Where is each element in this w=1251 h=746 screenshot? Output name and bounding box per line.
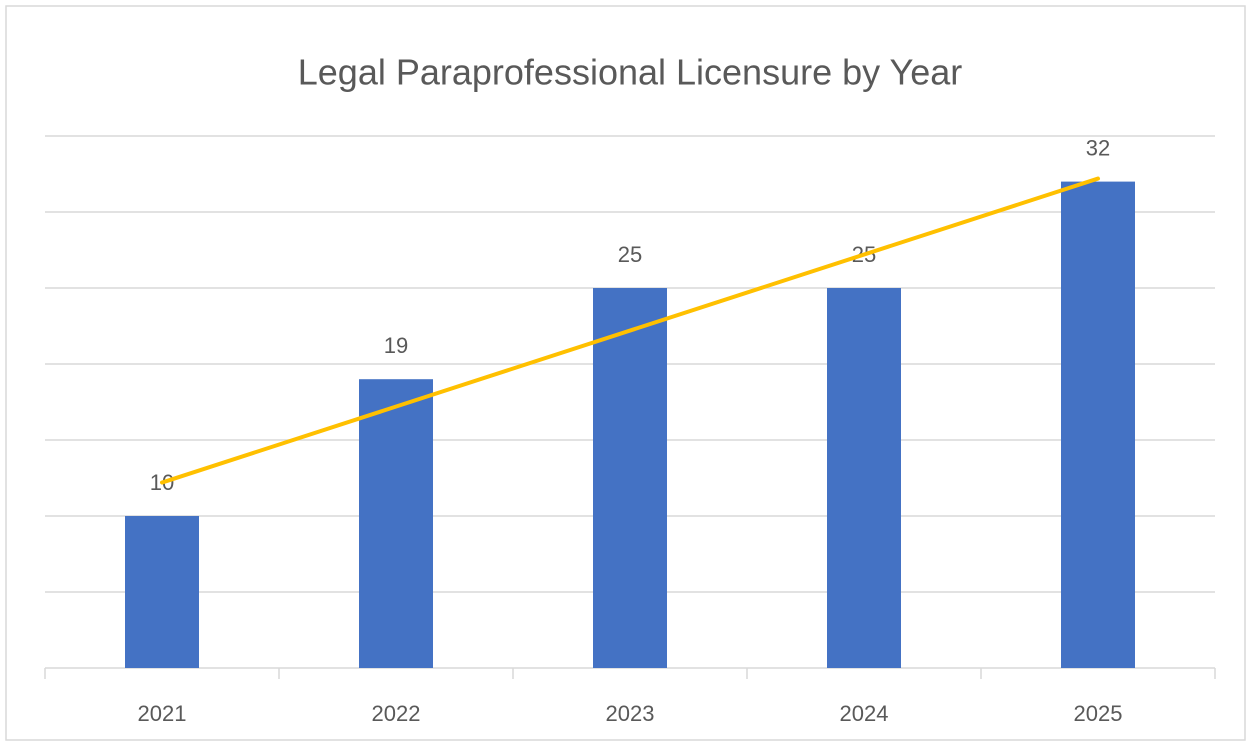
x-tick-label: 2022 [372, 701, 421, 726]
bar [359, 379, 433, 668]
bar [827, 288, 901, 668]
bar [593, 288, 667, 668]
data-label: 25 [618, 242, 642, 267]
trendline [160, 176, 1100, 485]
bar [125, 516, 199, 668]
x-tick-label: 2023 [606, 701, 655, 726]
x-tick-label: 2025 [1074, 701, 1123, 726]
data-label: 32 [1086, 135, 1110, 160]
bar [1061, 181, 1135, 668]
x-tick-label: 2024 [840, 701, 889, 726]
chart-title: Legal Paraprofessional Licensure by Year [298, 52, 962, 93]
x-tick-label: 2021 [138, 701, 187, 726]
data-label: 19 [384, 333, 408, 358]
